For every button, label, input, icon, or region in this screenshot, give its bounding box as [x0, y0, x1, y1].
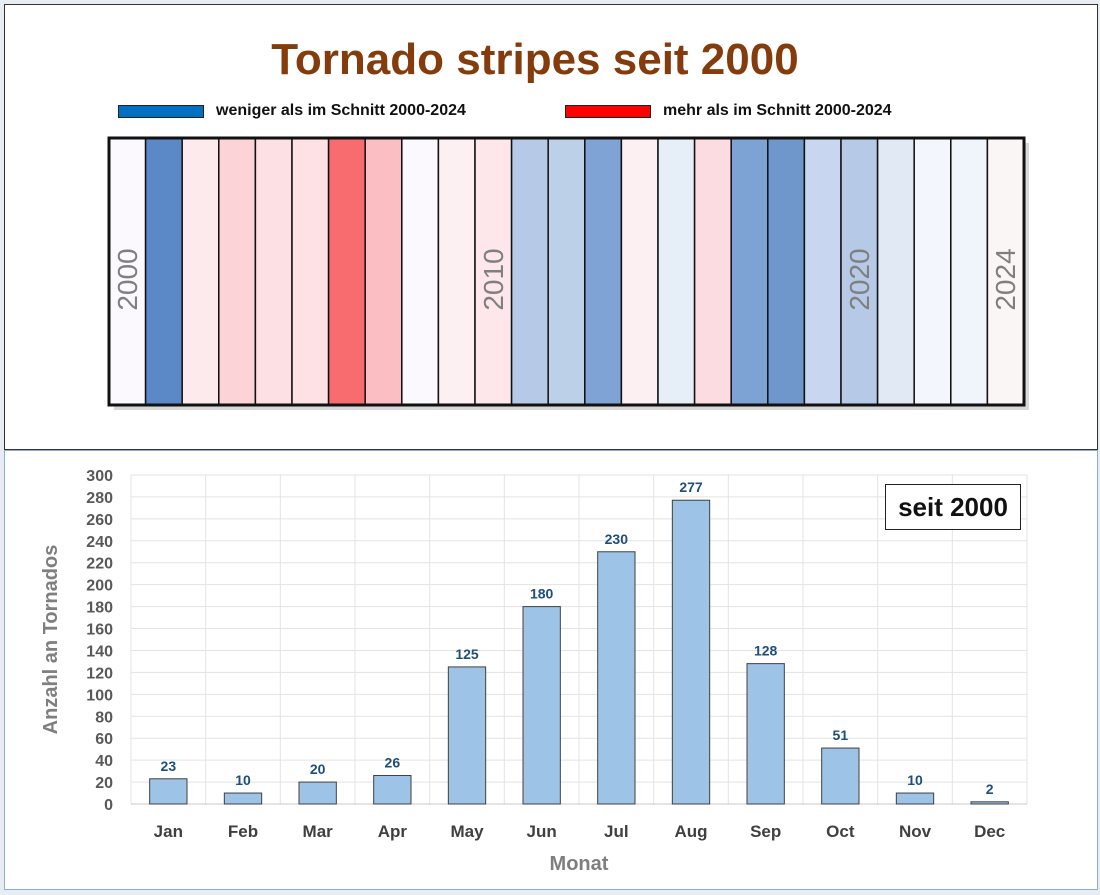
y-tick-label: 260: [86, 512, 113, 529]
x-tick-label-feb: Feb: [228, 822, 258, 841]
stripe-2023: [950, 137, 989, 406]
stripe-2006: [327, 137, 366, 406]
data-label-jul: 230: [605, 531, 629, 547]
x-tick-label-may: May: [450, 822, 484, 841]
legend-swatch-red: [565, 104, 651, 118]
stripe-2019: [803, 137, 842, 406]
stripe-2005: [291, 137, 330, 406]
stripe-2014: [620, 137, 659, 406]
stripe-2016: [693, 137, 732, 406]
y-tick-label: 80: [95, 709, 113, 726]
legend-label-below-average: weniger als im Schnitt 2000-2024: [216, 102, 466, 119]
legend-item-below-average: weniger als im Schnitt 2000-2024: [118, 101, 466, 121]
y-axis-title: Anzahl an Tornados: [40, 545, 62, 735]
stripes-title: Tornado stripes seit 2000: [271, 35, 799, 84]
stripe-2001: [144, 137, 183, 406]
y-tick-label: 300: [86, 468, 113, 485]
stripe-year-label-2000: 2000: [112, 248, 143, 310]
bar-jan: [149, 778, 188, 805]
stripe-2018: [767, 137, 806, 406]
stripe-2022: [913, 137, 952, 406]
y-tick-label: 20: [95, 775, 113, 792]
x-tick-label-jul: Jul: [604, 822, 629, 841]
stripe-2007: [364, 137, 403, 406]
bar-may: [447, 666, 487, 805]
legend-swatch-blue: [118, 104, 204, 118]
x-tick-label-aug: Aug: [674, 822, 707, 841]
y-tick-label: 140: [86, 643, 113, 660]
stripe-year-label-2010: 2010: [478, 248, 509, 310]
stripe-2012: [547, 137, 586, 406]
data-label-dec: 2: [986, 781, 994, 797]
stripe-year-label-2020: 2020: [844, 248, 875, 310]
stripe-2008: [401, 137, 440, 406]
data-label-aug: 277: [679, 479, 703, 495]
y-tick-label: 200: [86, 578, 113, 595]
data-label-mar: 20: [310, 761, 326, 777]
stripes-frame: [107, 136, 1026, 407]
bar-mar: [298, 781, 337, 805]
stripe-2011: [510, 137, 549, 406]
stripe-2020: [840, 137, 879, 406]
bar-sep: [746, 663, 785, 805]
stripe-year-label-2024: 2024: [990, 248, 1021, 310]
data-label-nov: 10: [907, 772, 923, 788]
data-label-sep: 128: [754, 643, 778, 659]
x-tick-label-oct: Oct: [826, 822, 855, 841]
y-tick-label: 180: [86, 600, 113, 617]
y-tick-label: 220: [86, 556, 113, 573]
stripe-2009: [437, 137, 476, 406]
bar-dec: [970, 801, 1009, 805]
data-label-feb: 10: [235, 772, 251, 788]
x-tick-label-nov: Nov: [899, 822, 932, 841]
data-label-apr: 26: [385, 754, 401, 770]
y-tick-label: 0: [104, 797, 113, 814]
bar-chart: 0204060801001201401601802002202402602803…: [40, 468, 1028, 875]
x-tick-label-jan: Jan: [154, 822, 183, 841]
y-tick-label: 160: [86, 622, 113, 639]
legend-label-above-average: mehr als im Schnitt 2000-2024: [663, 102, 892, 119]
x-tick-label-mar: Mar: [303, 822, 334, 841]
stripe-2002: [181, 137, 220, 406]
stripe-2004: [254, 137, 293, 406]
bar-oct: [821, 747, 860, 805]
y-tick-label: 120: [86, 665, 113, 682]
x-tick-label-jun: Jun: [527, 822, 557, 841]
data-label-oct: 51: [833, 727, 849, 743]
stripe-2000: [108, 137, 147, 406]
legend-item-above-average: mehr als im Schnitt 2000-2024: [565, 101, 892, 121]
data-label-jan: 23: [161, 758, 177, 774]
stripe-2015: [657, 137, 696, 406]
x-tick-label-apr: Apr: [378, 822, 408, 841]
bar-jun: [522, 606, 561, 805]
chart-annotation-badge: seit 2000: [885, 484, 1021, 530]
x-axis-title: Monat: [550, 853, 609, 875]
stripes-strip: 2000 2010 2020 2024: [107, 136, 1029, 410]
chart-panel: 0 20 40 60 80 100 120 140 160 180 200 220 240 260 280 3…: [4, 450, 1098, 890]
bar-feb: [223, 792, 263, 805]
x-tick-label-dec: Dec: [974, 822, 1005, 841]
data-label-jun: 180: [530, 586, 554, 602]
y-tick-label: 60: [95, 731, 113, 748]
data-label-may: 125: [455, 646, 479, 662]
stripe-2003: [218, 137, 257, 406]
y-tick-label: 40: [95, 753, 113, 770]
bar-apr: [373, 774, 412, 805]
stripes-panel: Tornado stripes seit 2000 weniger als im…: [4, 4, 1098, 450]
bar-nov: [895, 792, 935, 805]
x-tick-label-sep: Sep: [750, 822, 781, 841]
stripe-2013: [584, 137, 623, 406]
stripe-2021: [876, 137, 915, 406]
bar-jul: [597, 551, 636, 805]
stripe-2024: [986, 137, 1025, 406]
y-tick-label: 100: [86, 687, 113, 704]
bar-aug: [671, 499, 711, 805]
y-tick-label: 280: [86, 490, 113, 507]
y-tick-label: 240: [86, 534, 113, 551]
stripe-2017: [730, 137, 769, 406]
